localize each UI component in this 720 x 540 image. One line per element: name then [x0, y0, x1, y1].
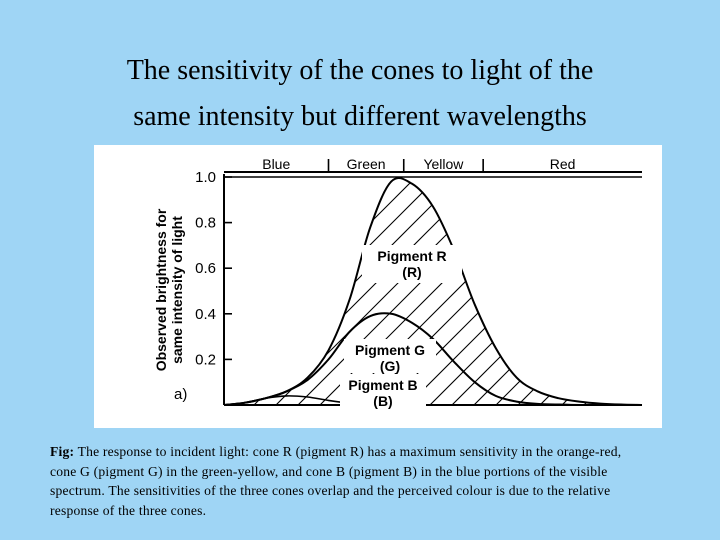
hatch-line	[495, 178, 642, 405]
pigment-g-label-bg	[344, 339, 436, 373]
pigment-b-label-abbrev: (B)	[373, 393, 392, 409]
y-axis-title: Observed brightness forsame intensity of…	[153, 208, 185, 371]
band-label-yellow: Yellow	[423, 156, 464, 172]
y-axis-title-line-2: same intensity of light	[169, 216, 185, 364]
pigment-r-label-abbrev: (R)	[402, 264, 421, 280]
figure-panel: Blue Green Yellow Red 1.0 0.8 0.6 0.4 0.2 Observe…	[94, 145, 662, 428]
caption-line-2: cone G (pigment G) in the green-yellow, …	[50, 463, 608, 479]
y-tick-label: 0.4	[195, 306, 216, 323]
band-label-red: Red	[550, 156, 576, 172]
slide-title-line-1: The sensitivity of the cones to light of…	[126, 55, 594, 86]
slide-title: The sensitivity of the cones to light of…	[0, 48, 720, 140]
y-tick-label: 0.2	[195, 351, 216, 368]
y-tick-label: 0.8	[195, 215, 216, 232]
caption-line-3: spectrum. The sensitivities of the three…	[50, 483, 611, 498]
caption-line-4: response of the three cones.	[50, 502, 207, 518]
hatch-line	[561, 178, 642, 405]
y-axis-title-line-1: Observed brightness for	[153, 208, 169, 371]
hatch-line	[650, 145, 662, 405]
pigment-g-label-name: Pigment G	[355, 342, 425, 358]
pigment-b-curve	[223, 395, 642, 406]
band-label-green: Green	[347, 156, 386, 172]
hatch-line	[429, 178, 642, 405]
pigment-r-label-name: Pigment R	[377, 248, 446, 264]
panel-label: a)	[174, 386, 187, 403]
slide-title-line-2: same intensity but different wavelengths	[133, 101, 587, 132]
hatch-line	[605, 178, 642, 405]
y-tick-label: 0.6	[195, 260, 216, 277]
hatch-line	[224, 178, 339, 405]
pigment-r-label-bg	[362, 245, 462, 283]
hatch-line	[473, 178, 642, 405]
hatch-line	[627, 178, 642, 405]
figure-caption: Fig: The response to incident light: con…	[50, 442, 710, 520]
pigment-b-label-bg	[340, 374, 426, 408]
caption-line-1: The response to incident light: cone R (…	[74, 444, 622, 459]
hatch-line	[583, 178, 642, 405]
y-tick-label: 1.0	[195, 169, 216, 186]
band-label-blue: Blue	[262, 156, 290, 172]
hatch-line	[517, 178, 642, 405]
hatch-line	[224, 178, 361, 405]
caption-prefix: Fig:	[50, 444, 75, 459]
hatch-line	[94, 145, 206, 405]
pigment-b-label-name: Pigment B	[348, 377, 417, 393]
hatch-line	[224, 178, 295, 405]
sensitivity-chart: Blue Green Yellow Red 1.0 0.8 0.6 0.4 0.2 Observe…	[94, 145, 662, 409]
pigment-g-label-abbrev: (G)	[380, 358, 400, 374]
hatch-line	[451, 178, 642, 405]
hatch-line	[539, 178, 642, 405]
